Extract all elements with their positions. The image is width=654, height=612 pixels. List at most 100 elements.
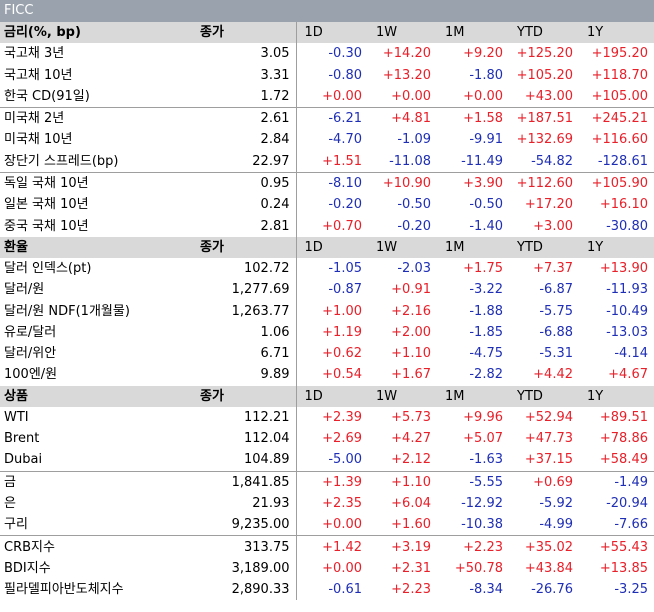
row-price: 2,890.33 <box>196 578 297 601</box>
row-name: 한국 CD(91일) <box>4 88 90 104</box>
change-value: +1.19 <box>322 324 362 340</box>
table-row: 구리 9,235.00 +0.00 +1.60 -10.38 -4.99 -7.66 <box>0 514 654 536</box>
change-value: +2.35 <box>322 495 362 511</box>
change-value: -54.82 <box>531 153 573 169</box>
change-value: -0.50 <box>397 197 431 213</box>
row-price: 6.71 <box>196 342 297 365</box>
row-price: 2.84 <box>196 129 297 151</box>
period-header: 1M <box>437 236 509 258</box>
change-value: +4.81 <box>368 107 437 130</box>
change-value: +0.54 <box>322 367 362 383</box>
change-value: +2.23 <box>437 535 509 558</box>
row-price: 313.75 <box>196 535 297 558</box>
row-name: 달러 인덱스(pt) <box>4 261 92 277</box>
row-name: 국고채 10년 <box>4 67 73 83</box>
row-name: 구리 <box>4 517 28 533</box>
period-header: 1Y <box>579 22 654 44</box>
change-value: +52.94 <box>524 409 573 425</box>
change-value: +1.67 <box>391 367 431 383</box>
change-value: -10.38 <box>461 517 503 533</box>
change-value: -1.09 <box>397 132 431 148</box>
change-value: +105.00 <box>591 88 648 104</box>
change-value: +78.86 <box>599 431 648 447</box>
change-value: +3.00 <box>533 218 573 234</box>
table-row: 달러/원 1,277.69 -0.87 +0.91 -3.22 -6.87 -11.93 <box>0 279 654 301</box>
change-value: -2.82 <box>469 367 503 383</box>
change-value: -3.22 <box>469 282 503 298</box>
change-value: -11.93 <box>606 282 648 298</box>
change-value: +0.00 <box>322 517 362 533</box>
row-name: 달러/위안 <box>4 346 57 362</box>
change-value: +0.00 <box>391 88 431 104</box>
change-value: +2.31 <box>391 560 431 576</box>
row-name: BDI지수 <box>4 560 51 576</box>
market-table: 금리(%, bp) 종가 1D 1W 1M YTD 1Y 국고채 3년 3.05 -0.30 +14… <box>0 22 654 601</box>
row-name: Dubai <box>4 452 43 468</box>
row-name: 중국 국채 10년 <box>4 218 89 234</box>
change-value: +105.20 <box>516 67 573 83</box>
change-value: +187.51 <box>509 107 579 130</box>
change-value: +2.39 <box>322 409 362 425</box>
row-name: 달러/원 NDF(1개월물) <box>4 303 130 319</box>
row-name: 은 <box>4 495 16 511</box>
table-row: 금 1,841.85 +1.39 +1.10 -5.55 +0.69 -1.49 <box>0 470 654 493</box>
change-value: +0.69 <box>509 470 579 493</box>
change-value: +13.90 <box>599 261 648 277</box>
table-row: 100엔/원 9.89 +0.54 +1.67 -2.82 +4.42 +4.67 <box>0 364 654 386</box>
change-value: +55.43 <box>579 535 654 558</box>
section-header: 상품 종가 1D 1W 1M YTD 1Y <box>0 385 654 407</box>
change-value: +1.60 <box>391 517 431 533</box>
change-value: -8.10 <box>296 171 368 195</box>
row-price: 9,235.00 <box>196 514 297 536</box>
period-header: 1Y <box>579 385 654 407</box>
period-header: YTD <box>509 22 579 44</box>
row-price: 1,277.69 <box>196 279 297 301</box>
change-value: -11.08 <box>389 153 431 169</box>
change-value: -0.20 <box>397 218 431 234</box>
change-value: +7.37 <box>533 261 573 277</box>
change-value: -0.20 <box>328 197 362 213</box>
row-name: 필라델피아반도체지수 <box>4 582 124 598</box>
row-price: 112.21 <box>196 406 297 429</box>
change-value: +1.75 <box>463 261 503 277</box>
table-row: 장단기 스프레드(bp) 22.97 +1.51 -11.08 -11.49 -54.82… <box>0 150 654 173</box>
change-value: +112.60 <box>509 171 579 195</box>
row-name: 일본 국채 10년 <box>4 197 89 213</box>
row-name: 장단기 스프레드(bp) <box>4 153 119 169</box>
row-price: 1.72 <box>196 85 297 108</box>
period-header: 1W <box>368 22 437 44</box>
change-value: +116.60 <box>591 132 648 148</box>
change-value: +35.02 <box>509 535 579 558</box>
page-banner: FICC <box>0 0 654 22</box>
row-name: 달러/원 <box>4 282 45 298</box>
row-price: 3,189.00 <box>196 557 297 579</box>
change-value: -5.75 <box>539 303 573 319</box>
change-value: -0.80 <box>328 67 362 83</box>
row-price: 102.72 <box>196 257 297 280</box>
change-value: +0.62 <box>322 346 362 362</box>
change-value: +5.73 <box>391 409 431 425</box>
change-value: -7.66 <box>614 517 648 533</box>
change-value: -1.63 <box>469 452 503 468</box>
change-value: +2.00 <box>391 324 431 340</box>
table-row: 한국 CD(91일) 1.72 +0.00 +0.00 +0.00 +43.00 +105.… <box>0 85 654 108</box>
row-price: 21.93 <box>196 492 297 515</box>
table-row: 독일 국채 10년 0.95 -8.10 +10.90 +3.90 +112.60 +105… <box>0 171 654 195</box>
table-row: 미국채 2년 2.61 -6.21 +4.81 +1.58 +187.51 +245.21 <box>0 107 654 130</box>
change-value: -5.55 <box>437 470 509 493</box>
change-value: -6.21 <box>296 107 368 130</box>
change-value: +3.90 <box>437 171 509 195</box>
row-name: 미국채 10년 <box>4 132 73 148</box>
change-value: +0.00 <box>322 88 362 104</box>
change-value: -0.87 <box>328 282 362 298</box>
price-header: 종가 <box>196 236 297 258</box>
change-value: -11.49 <box>461 153 503 169</box>
change-value: +37.15 <box>524 452 573 468</box>
change-value: +125.20 <box>516 46 573 62</box>
section-title: 환율 <box>0 236 196 258</box>
row-name: 미국채 2년 <box>0 107 196 130</box>
section-header: 금리(%, bp) 종가 1D 1W 1M YTD 1Y <box>0 22 654 44</box>
row-price: 1.06 <box>196 321 297 343</box>
change-value: +17.20 <box>524 197 573 213</box>
change-value: -3.25 <box>614 582 648 598</box>
